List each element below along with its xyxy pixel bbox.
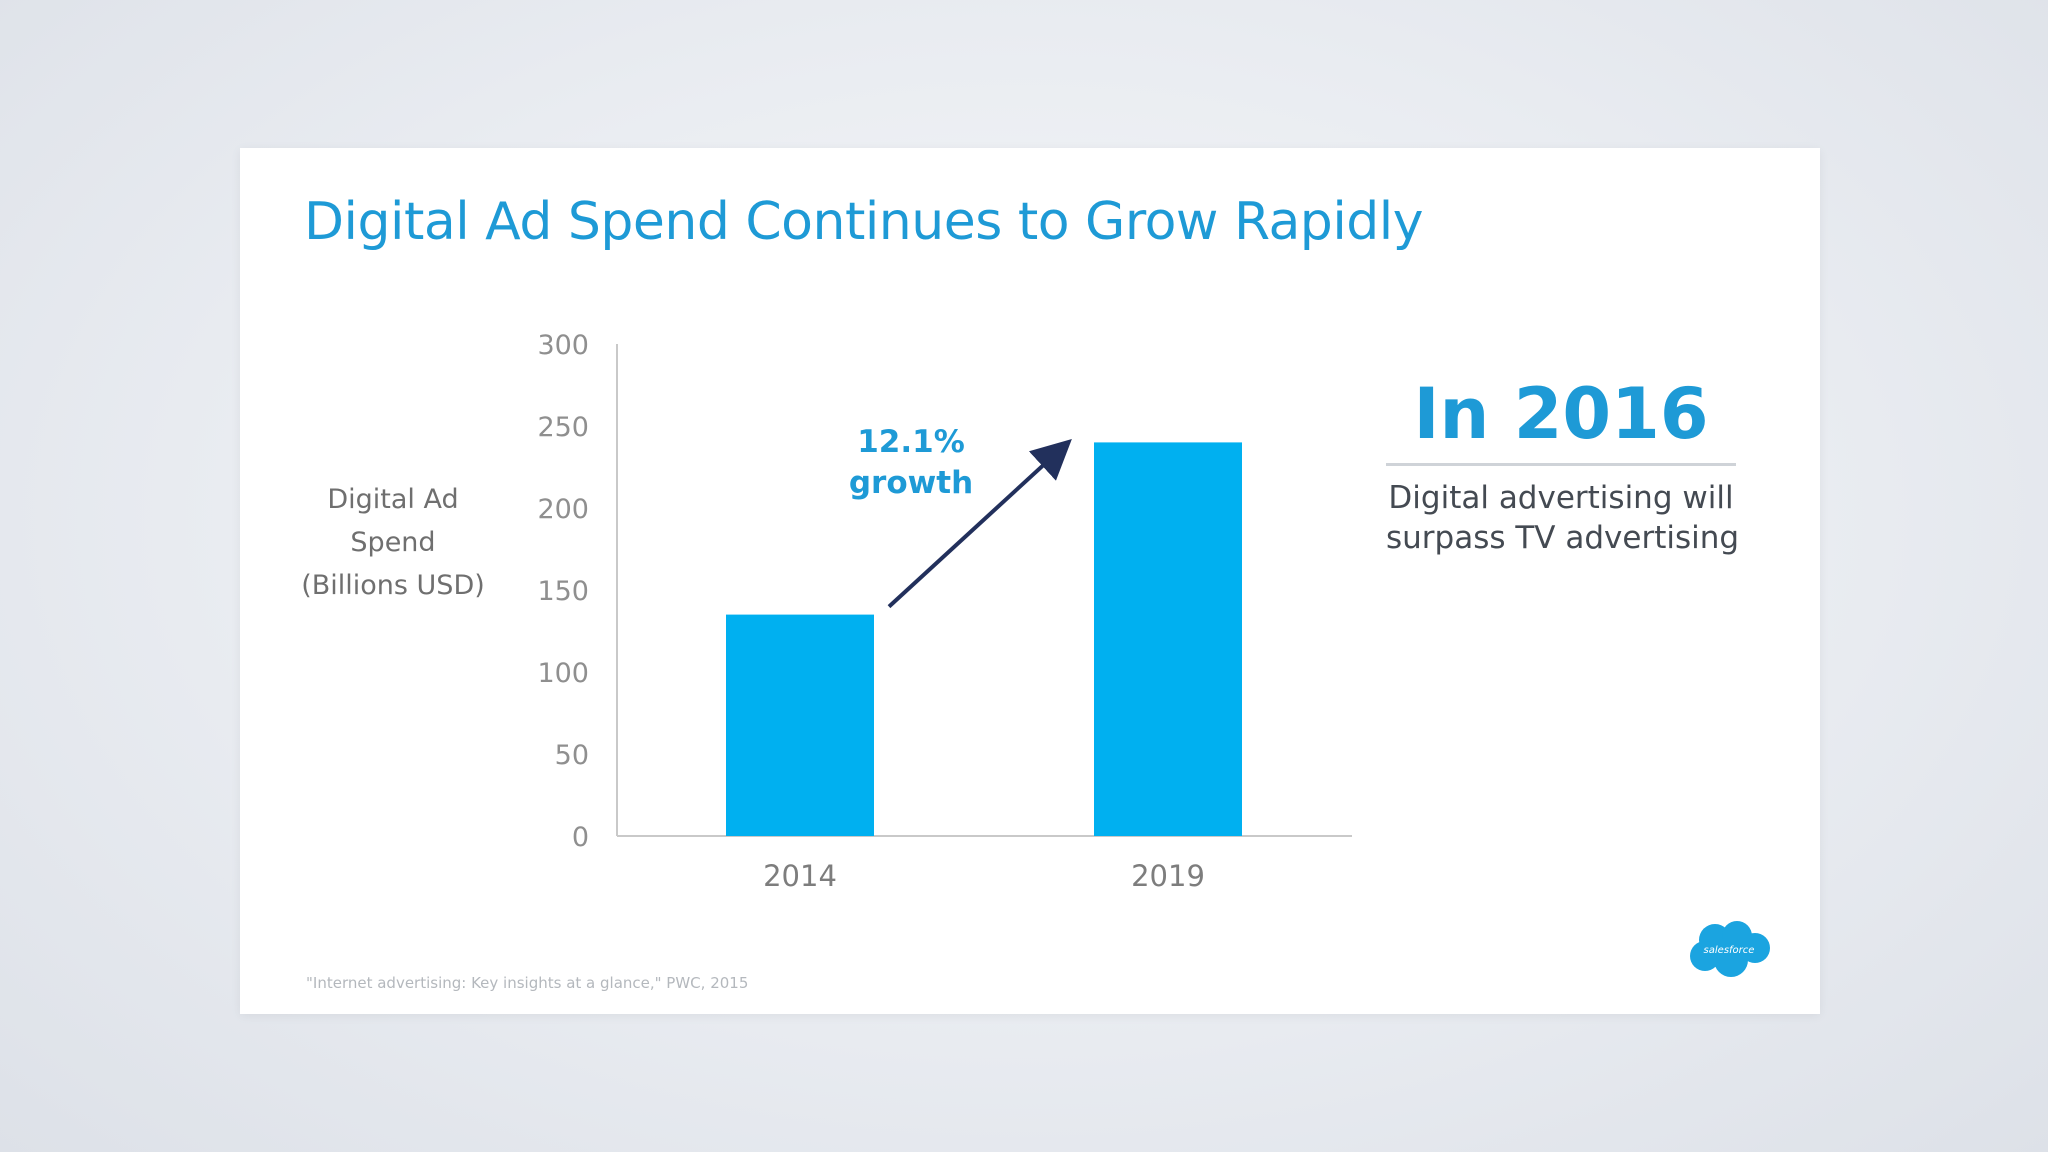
y-tick-label: 250: [537, 412, 589, 443]
y-tick-label: 100: [537, 658, 589, 689]
y-axis-label: Digital Ad: [327, 484, 458, 515]
slide: Digital Ad Spend Continues to Grow Rapid…: [240, 148, 1820, 1014]
y-tick-label: 0: [572, 822, 589, 853]
callout: In 2016 Digital advertising will surpass…: [1386, 376, 1740, 559]
bar-2014: [726, 614, 874, 836]
y-tick-label: 200: [537, 494, 589, 525]
source-note: "Internet advertising: Key insights at a…: [306, 974, 749, 992]
x-tick-label: 2019: [1131, 859, 1205, 893]
y-tick-label: 50: [555, 740, 589, 771]
bar-chart: 0 50 100 150 200 250 300 2014 2019 Digital Ad Spen…: [301, 330, 1352, 893]
callout-body: Digital advertising will surpass TV adve…: [1386, 478, 1740, 559]
y-tick-label: 150: [537, 576, 589, 607]
callout-body-line: surpass TV advertising: [1386, 520, 1740, 557]
salesforce-logo-icon: salesforce: [1690, 921, 1770, 977]
logo-text: salesforce: [1704, 945, 1755, 956]
y-axis-label: (Billions USD): [301, 570, 485, 601]
x-tick-label: 2014: [763, 859, 837, 893]
y-tick-label: 300: [537, 330, 589, 361]
callout-body-line: Digital advertising will: [1388, 480, 1734, 516]
bar-2019: [1094, 442, 1242, 836]
y-axis-label: Spend: [350, 527, 435, 558]
growth-annotation: 12.1%: [857, 424, 965, 460]
callout-heading: In 2016: [1386, 376, 1736, 466]
growth-arrow: [887, 438, 1072, 609]
growth-annotation: growth: [849, 465, 973, 501]
slide-title: Digital Ad Spend Continues to Grow Rapid…: [304, 192, 1424, 252]
